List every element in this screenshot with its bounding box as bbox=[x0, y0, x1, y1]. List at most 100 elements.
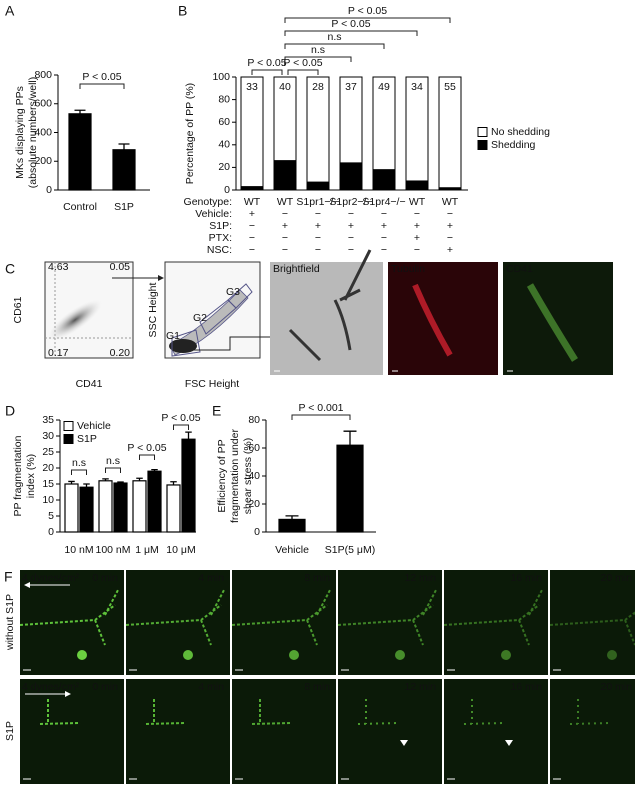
process bbox=[357, 699, 399, 725]
count-label: 33 bbox=[246, 81, 258, 93]
error-bar bbox=[68, 480, 75, 484]
process bbox=[463, 699, 505, 725]
y-axis-label: index (%) bbox=[25, 454, 37, 498]
x-tick-label: WT bbox=[409, 196, 426, 208]
significance-bracket bbox=[284, 43, 385, 49]
bar-segment bbox=[306, 181, 330, 191]
condition-cell: − bbox=[249, 220, 255, 232]
x-tick-label: S1P bbox=[114, 201, 134, 213]
cell bbox=[501, 650, 511, 660]
quadrant-value: 0.05 bbox=[110, 261, 131, 273]
x-tick-label: 10 μM bbox=[166, 544, 195, 556]
condition-cell: − bbox=[381, 232, 387, 244]
condition-cell: + bbox=[381, 220, 387, 232]
frame bbox=[550, 679, 635, 784]
significance-bracket bbox=[287, 69, 319, 75]
row-label: NSC: bbox=[207, 244, 232, 256]
count-label: 34 bbox=[411, 81, 423, 93]
y-tick-label: 80 bbox=[248, 414, 260, 426]
y-axis-label: Efficiency of PP bbox=[216, 439, 228, 512]
condition-cell: + bbox=[282, 220, 288, 232]
time-label: 12 min bbox=[404, 572, 436, 584]
significance-bracket bbox=[79, 83, 125, 89]
condition-cell: − bbox=[348, 244, 354, 256]
y-tick-label: 80 bbox=[218, 93, 230, 105]
error-bar bbox=[136, 477, 143, 481]
axis-label: CD41 bbox=[76, 378, 103, 390]
time-label: 16 min bbox=[510, 681, 542, 693]
legend-label: S1P bbox=[77, 433, 97, 445]
x-tick-label: S1pr4−/− bbox=[362, 196, 405, 208]
time-label: 12 min bbox=[404, 681, 436, 693]
y-tick-label: 0 bbox=[48, 526, 54, 538]
y-tick-label: 25 bbox=[42, 446, 54, 458]
row-label: PTX: bbox=[209, 232, 232, 244]
annotation: P < 0.001 bbox=[298, 402, 343, 414]
process bbox=[19, 589, 119, 646]
y-tick-label: 100 bbox=[212, 71, 230, 83]
panel-label: B bbox=[178, 3, 187, 19]
row-label: without S1P bbox=[4, 594, 16, 651]
time-label: 8 min bbox=[304, 681, 330, 693]
time-label: 4 min bbox=[198, 572, 224, 584]
annotation: P < 0.05 bbox=[161, 412, 200, 424]
condition-cell: + bbox=[414, 232, 420, 244]
gate-label: G3 bbox=[226, 286, 240, 298]
significance-bracket bbox=[284, 56, 352, 62]
y-axis-label: PP fragmentation bbox=[12, 435, 24, 516]
time-label: 8 min bbox=[304, 572, 330, 584]
significance-bracket bbox=[105, 467, 121, 473]
significance-bracket bbox=[284, 17, 451, 23]
y-axis-label: MKs displaying PPs bbox=[14, 86, 26, 179]
legend-swatch bbox=[63, 434, 74, 444]
y-tick-label: 20 bbox=[42, 462, 54, 474]
y-tick-label: 0 bbox=[224, 184, 230, 196]
condition-cell: − bbox=[414, 208, 420, 220]
y-tick-label: 200 bbox=[34, 155, 52, 167]
condition-cell: − bbox=[315, 208, 321, 220]
y-tick-label: 60 bbox=[248, 442, 260, 454]
x-tick-label: 100 nM bbox=[95, 544, 130, 556]
annotation: P < 0.05 bbox=[82, 71, 121, 83]
annotation: n.s bbox=[311, 44, 325, 56]
process bbox=[549, 611, 635, 646]
bar-segment bbox=[372, 76, 396, 171]
x-tick-label: S1pr2−/− bbox=[329, 196, 372, 208]
error-bar bbox=[185, 431, 192, 440]
bar-segment bbox=[240, 76, 264, 188]
y-axis-label: (absolute numbers/well) bbox=[27, 77, 39, 188]
y-tick-label: 15 bbox=[42, 478, 54, 490]
process bbox=[251, 699, 293, 725]
cell bbox=[607, 650, 617, 660]
x-tick-label: WT bbox=[244, 196, 261, 208]
bar bbox=[132, 480, 147, 533]
x-tick-label: Vehicle bbox=[275, 544, 309, 556]
condition-cell: − bbox=[381, 244, 387, 256]
condition-cell: − bbox=[249, 244, 255, 256]
bar bbox=[64, 483, 79, 533]
significance-bracket bbox=[291, 414, 351, 420]
time-label: 16 min bbox=[510, 572, 542, 584]
x-tick-label: 1 μM bbox=[135, 544, 159, 556]
error-bar bbox=[118, 143, 130, 150]
axis-label: SSC Height bbox=[147, 282, 159, 337]
error-bar bbox=[170, 481, 177, 485]
y-axis-label: fragmentation under bbox=[229, 429, 241, 523]
time-label: 20 min bbox=[600, 572, 632, 584]
condition-cell: + bbox=[348, 220, 354, 232]
bar-segment bbox=[273, 160, 297, 191]
bar-segment bbox=[339, 162, 363, 191]
legend-label: No shedding bbox=[491, 126, 550, 138]
gate-label: G1 bbox=[166, 330, 180, 342]
process bbox=[337, 589, 437, 646]
condition-cell: − bbox=[315, 232, 321, 244]
gate-label: G2 bbox=[193, 312, 207, 324]
row-label: Vehicle: bbox=[195, 208, 232, 220]
process bbox=[231, 589, 331, 646]
error-bar bbox=[74, 109, 86, 114]
bar-segment bbox=[273, 76, 297, 162]
error-bar bbox=[343, 430, 357, 446]
y-tick-label: 0 bbox=[46, 184, 52, 196]
bar bbox=[278, 518, 306, 533]
condition-cell: + bbox=[249, 208, 255, 220]
